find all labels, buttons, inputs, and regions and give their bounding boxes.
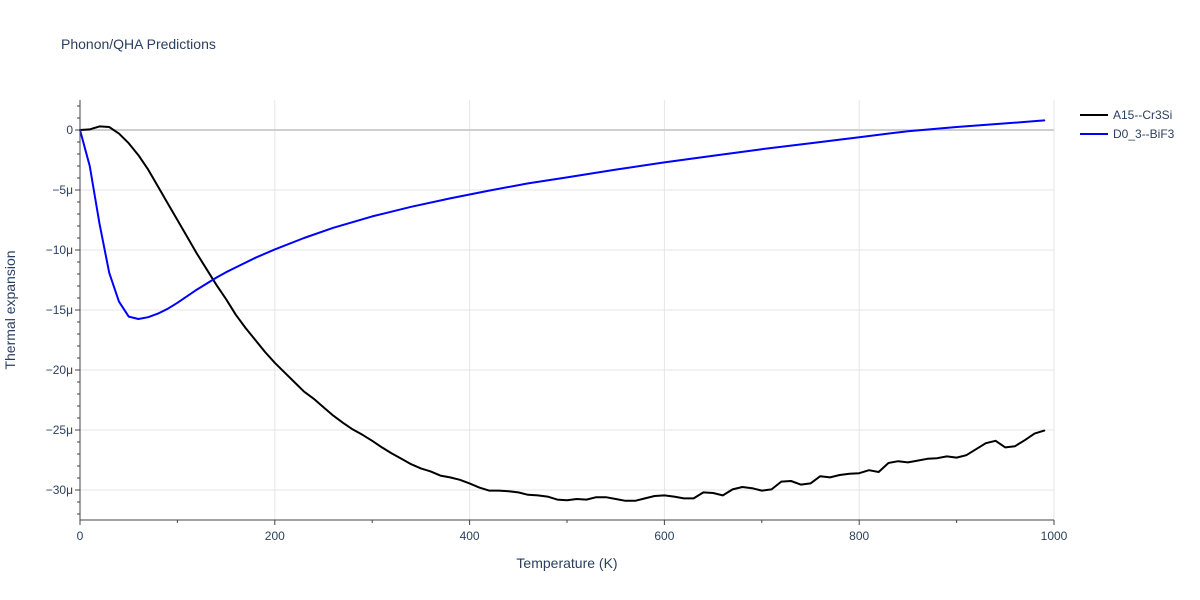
x-tick-label: 400 <box>460 529 480 543</box>
legend-item-0[interactable]: A15--Cr3Si <box>1080 108 1172 122</box>
series-lines <box>79 119 1046 502</box>
legend-item-1[interactable]: D0_3--BiF3 <box>1080 127 1175 141</box>
y-tick-label: −25μ <box>46 423 73 437</box>
series-line-1 <box>79 119 1046 320</box>
legend-label: A15--Cr3Si <box>1113 108 1172 122</box>
x-tick-label: 1000 <box>1041 529 1068 543</box>
y-tick-label: −15μ <box>46 303 73 317</box>
y-tick-labels: 0 −5μ −10μ −15μ −20μ −25μ −30μ <box>46 123 74 497</box>
y-tick-label: −20μ <box>46 363 73 377</box>
legend[interactable]: A15--Cr3Si D0_3--BiF3 <box>1080 108 1175 141</box>
y-tick-label: −10μ <box>46 243 73 257</box>
chart-title: Phonon/QHA Predictions <box>61 36 216 52</box>
x-tick-label: 0 <box>77 529 84 543</box>
series-line-0 <box>79 125 1046 502</box>
y-tick-label: 0 <box>66 123 73 137</box>
y-tick-label: −5μ <box>52 183 73 197</box>
x-axis-title: Temperature (K) <box>516 555 617 571</box>
y-axis-title: Thermal expansion <box>2 250 18 369</box>
y-tick-label: −30μ <box>46 483 73 497</box>
x-tick-label: 600 <box>654 529 674 543</box>
x-tick-label: 800 <box>849 529 869 543</box>
axes <box>75 100 1055 525</box>
grid-lines <box>80 100 1055 520</box>
x-tick-labels: 0 200 400 600 800 1000 <box>77 529 1068 543</box>
x-tick-label: 200 <box>265 529 285 543</box>
legend-label: D0_3--BiF3 <box>1113 127 1175 141</box>
